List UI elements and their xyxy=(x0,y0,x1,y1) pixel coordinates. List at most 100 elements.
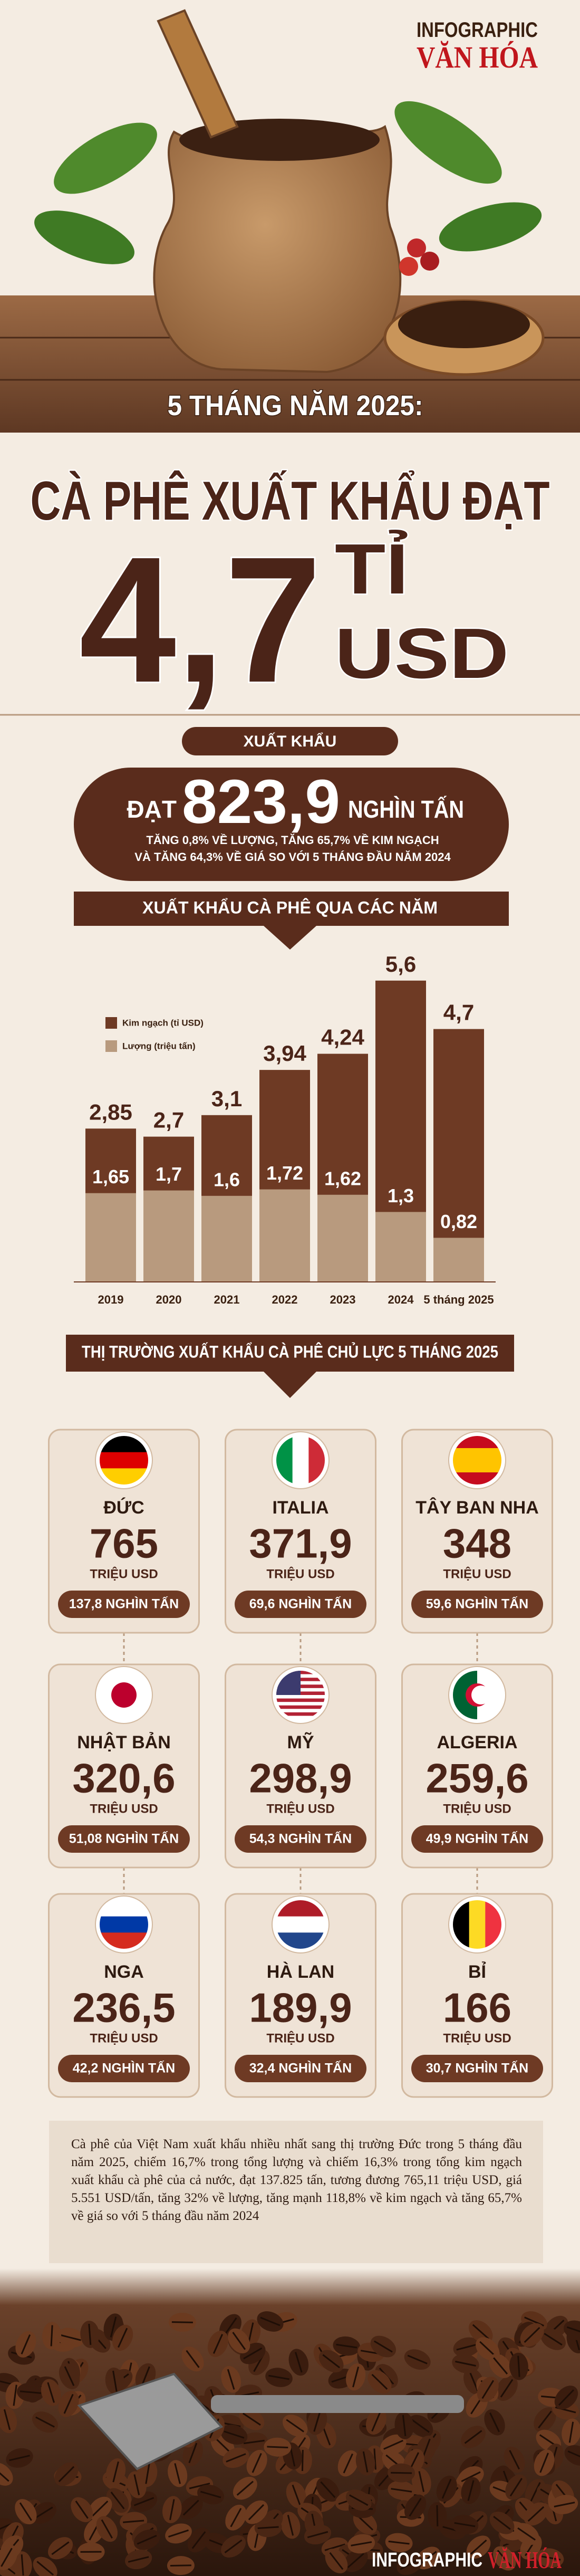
bean xyxy=(33,2556,57,2576)
market-volume: 54,3 NGHÌN TẤN xyxy=(249,1831,352,1846)
bean xyxy=(281,2512,301,2539)
bean-crease xyxy=(469,2371,479,2391)
bean xyxy=(59,2363,80,2389)
market-country: ALGERIA xyxy=(437,1732,518,1753)
bean-crease xyxy=(322,2354,340,2369)
bean-crease xyxy=(227,2369,235,2390)
volume-bar xyxy=(259,1189,310,1282)
bean-crease xyxy=(133,2497,154,2506)
coffee-cherry xyxy=(399,257,418,276)
bean-crease xyxy=(169,2499,175,2521)
volume-bar xyxy=(143,1190,194,1282)
bean-crease xyxy=(524,2327,540,2343)
market-value: 765 xyxy=(90,1520,158,1567)
flag-stripe xyxy=(276,1698,325,1702)
bean-crease xyxy=(554,2502,575,2507)
leaf xyxy=(394,101,502,184)
market-volume: 42,2 NGHÌN TẤN xyxy=(73,2061,175,2076)
bean-crease xyxy=(472,2324,489,2340)
bean-crease xyxy=(60,2334,81,2341)
bean xyxy=(564,2445,580,2466)
coffee-cherry xyxy=(407,238,426,257)
bean xyxy=(355,2448,375,2476)
market-card xyxy=(48,1663,200,1869)
bar-label: 3,1 xyxy=(211,1086,242,1111)
legend-label: Lượng (triệu tấn) xyxy=(122,1041,196,1051)
bean xyxy=(325,2549,348,2573)
market-country: NGA xyxy=(104,1962,144,1982)
bean-crease xyxy=(0,2466,9,2482)
bean xyxy=(167,2556,195,2575)
bean xyxy=(220,2425,248,2445)
bean xyxy=(57,2328,84,2348)
metal-handle xyxy=(211,2395,464,2413)
bean-crease xyxy=(362,2451,369,2473)
bean xyxy=(524,2502,548,2526)
bean-crease xyxy=(145,2463,150,2484)
bean-crease xyxy=(189,2483,210,2489)
bean xyxy=(112,2324,133,2351)
bean xyxy=(461,2477,481,2504)
bean xyxy=(496,2376,518,2401)
bean-crease xyxy=(128,2556,149,2563)
volume-pill xyxy=(235,1591,366,1618)
export-detail: TĂNG 0,8% VỀ LƯỢNG, TĂNG 65,7% VỀ KIM NG… xyxy=(146,834,439,847)
bean-crease xyxy=(461,2471,481,2483)
bean xyxy=(411,2468,431,2495)
bean xyxy=(179,2496,203,2520)
x-tick-label: 2024 xyxy=(388,1293,414,1306)
markets-title: THỊ TRƯỜNG XUẤT KHẨU CÀ PHÊ CHỦ LỰC 5 TH… xyxy=(82,1342,498,1361)
bean-crease xyxy=(75,2501,89,2519)
bean-crease xyxy=(101,2519,113,2539)
metal-tool xyxy=(77,2372,224,2470)
bar-label: 0,82 xyxy=(440,1211,477,1232)
bean-crease xyxy=(464,2430,482,2444)
bean xyxy=(404,2494,427,2520)
bean-crease xyxy=(214,2437,231,2453)
bean-crease xyxy=(479,2341,496,2357)
bar-label: 1,6 xyxy=(214,1169,240,1190)
bean xyxy=(347,2534,375,2554)
market-volume: 59,6 NGHÌN TẤN xyxy=(426,1596,528,1612)
market-unit: TRIỆU USD xyxy=(266,2031,334,2045)
bean-crease xyxy=(371,2373,388,2390)
volume-bar xyxy=(317,1194,368,1282)
volume-bar xyxy=(433,1238,484,1282)
bean-crease xyxy=(19,2502,32,2521)
bean-crease xyxy=(267,2446,288,2449)
bean-crease xyxy=(200,2491,221,2498)
flag-stripe xyxy=(469,1900,486,1949)
chart-title: XUẤT KHẨU CÀ PHÊ QUA CÁC NĂM xyxy=(142,898,438,917)
bean-crease xyxy=(182,2500,199,2516)
bean-crease xyxy=(441,2478,452,2499)
coffee-cherry xyxy=(420,252,439,271)
bean xyxy=(345,2363,366,2391)
leaf xyxy=(34,210,134,264)
bean xyxy=(436,2475,457,2502)
bean-crease xyxy=(13,2385,17,2406)
market-value: 298,9 xyxy=(249,1755,352,1802)
bean xyxy=(31,2502,56,2524)
bean xyxy=(106,2458,126,2486)
market-unit: TRIỆU USD xyxy=(443,1566,511,1581)
market-country: ĐỨC xyxy=(103,1498,144,1518)
bean xyxy=(288,2349,309,2376)
bean xyxy=(47,2537,73,2560)
bean-crease xyxy=(467,2480,475,2501)
bean xyxy=(385,2533,413,2552)
bowl-beans xyxy=(398,301,530,348)
bean xyxy=(223,2447,249,2468)
bean-crease xyxy=(481,2380,495,2399)
market-unit: TRIỆU USD xyxy=(90,1801,158,1816)
market-country: TÂY BAN NHA xyxy=(415,1498,539,1518)
market-value: 166 xyxy=(443,1985,511,2031)
market-country: BỈ xyxy=(468,1962,486,1982)
volume-pill xyxy=(58,1591,190,1618)
x-tick-label: 2022 xyxy=(272,1293,298,1306)
bean xyxy=(221,2366,241,2393)
bean xyxy=(534,2449,555,2476)
flag-stripe xyxy=(276,1705,325,1709)
export-unit: NGHÌN TẤN xyxy=(348,796,464,823)
bar-label: 1,62 xyxy=(324,1167,361,1189)
bean-crease xyxy=(336,2343,357,2349)
